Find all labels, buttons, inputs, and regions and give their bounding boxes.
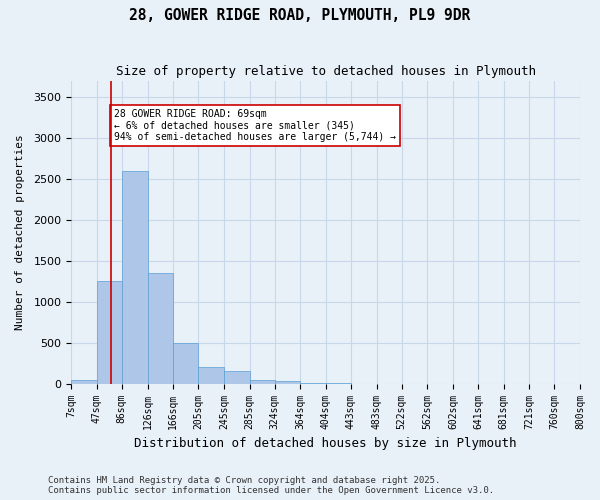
Bar [300, 383, 326, 384]
Bar [250, 380, 275, 384]
Text: 28, GOWER RIDGE ROAD, PLYMOUTH, PL9 9DR: 28, GOWER RIDGE ROAD, PLYMOUTH, PL9 9DR [130, 8, 470, 22]
Bar [224, 372, 250, 384]
Bar [97, 282, 122, 384]
Title: Size of property relative to detached houses in Plymouth: Size of property relative to detached ho… [116, 65, 536, 78]
Y-axis label: Number of detached properties: Number of detached properties [15, 134, 25, 330]
Bar [275, 381, 300, 384]
X-axis label: Distribution of detached houses by size in Plymouth: Distribution of detached houses by size … [134, 437, 517, 450]
Bar [148, 273, 173, 384]
Bar [173, 342, 198, 384]
Text: 28 GOWER RIDGE ROAD: 69sqm
← 6% of detached houses are smaller (345)
94% of semi: 28 GOWER RIDGE ROAD: 69sqm ← 6% of detac… [114, 109, 396, 142]
Bar [71, 380, 97, 384]
Bar [198, 368, 224, 384]
Bar [122, 170, 148, 384]
Text: Contains HM Land Registry data © Crown copyright and database right 2025.
Contai: Contains HM Land Registry data © Crown c… [48, 476, 494, 495]
